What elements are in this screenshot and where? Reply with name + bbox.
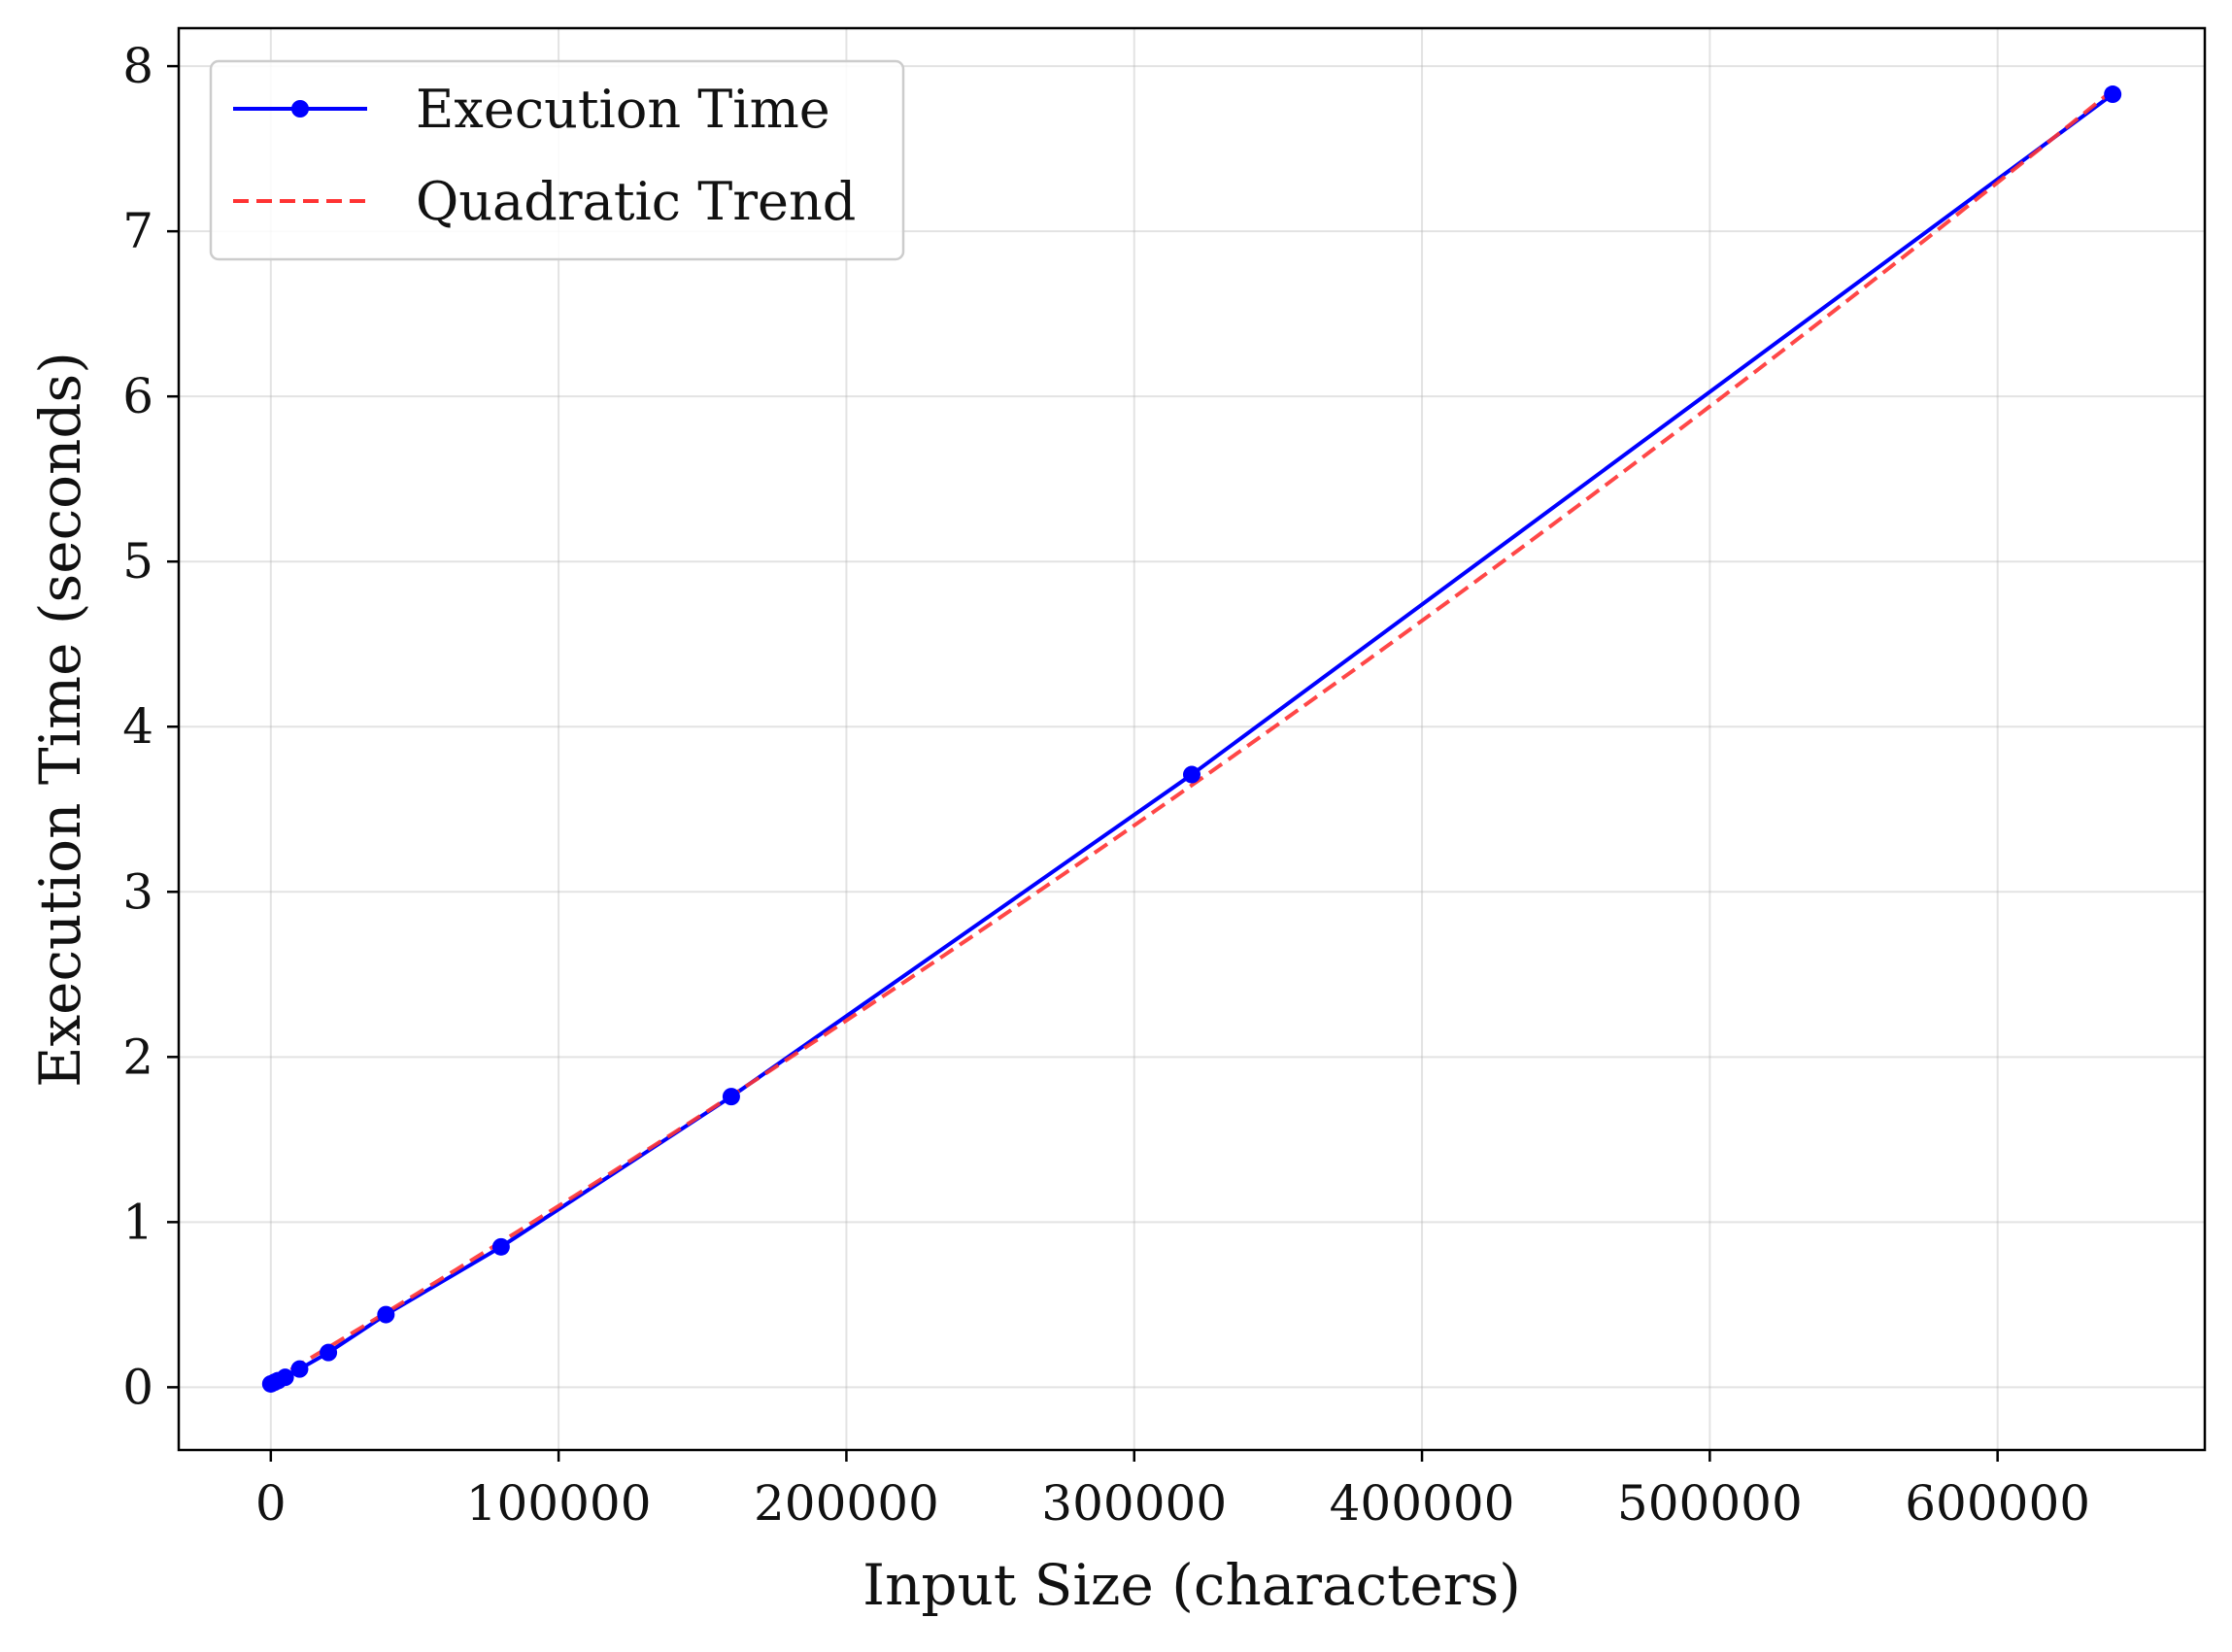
x-tick-label: 600000 <box>1905 1475 2090 1532</box>
legend-label-quadratic-trend: Quadratic Trend <box>416 171 856 232</box>
legend-box <box>209 59 905 261</box>
x-axis-label: Input Size (characters) <box>862 1552 1521 1618</box>
y-axis-label: Execution Time (seconds) <box>27 352 93 1088</box>
grid-lines <box>179 28 2205 1450</box>
y-tick-label: 1 <box>122 1194 153 1250</box>
data-point-execution-time <box>722 1088 740 1106</box>
y-tick-label: 2 <box>122 1028 153 1085</box>
data-point-execution-time <box>276 1368 294 1387</box>
legend-label-execution-time: Execution Time <box>416 79 830 140</box>
data-point-execution-time <box>320 1343 338 1362</box>
y-tick-label: 5 <box>122 533 153 590</box>
x-tick-label: 0 <box>255 1475 287 1532</box>
x-tick-label: 400000 <box>1330 1475 1515 1532</box>
data-point-execution-time <box>491 1237 510 1256</box>
legend-marker-execution-time <box>291 100 309 118</box>
y-tick-label: 0 <box>122 1359 153 1415</box>
x-tick-label: 500000 <box>1617 1475 1803 1532</box>
y-tick-label: 7 <box>122 203 153 259</box>
y-tick-label: 3 <box>122 863 153 920</box>
chart-legend: Execution Time Quadratic Trend <box>209 59 905 261</box>
plot-frame <box>177 26 2207 1452</box>
y-tick-label: 4 <box>122 698 153 755</box>
data-point-execution-time <box>1183 765 1201 784</box>
series-line-quadratic-trend <box>269 88 2114 1384</box>
data-point-execution-time <box>290 1360 309 1378</box>
x-tick-label: 100000 <box>466 1475 652 1532</box>
x-tick-label: 200000 <box>754 1475 939 1532</box>
data-point-execution-time <box>377 1305 395 1324</box>
axis-ticks: 0 100000 200000 300000 400000 500000 600000 0 1 2… <box>122 38 2090 1532</box>
x-tick-label: 300000 <box>1041 1475 1227 1532</box>
series-layer <box>261 85 2122 1393</box>
data-point-execution-time <box>2104 85 2122 104</box>
y-tick-label: 6 <box>122 368 153 424</box>
y-tick-label: 8 <box>122 38 153 94</box>
